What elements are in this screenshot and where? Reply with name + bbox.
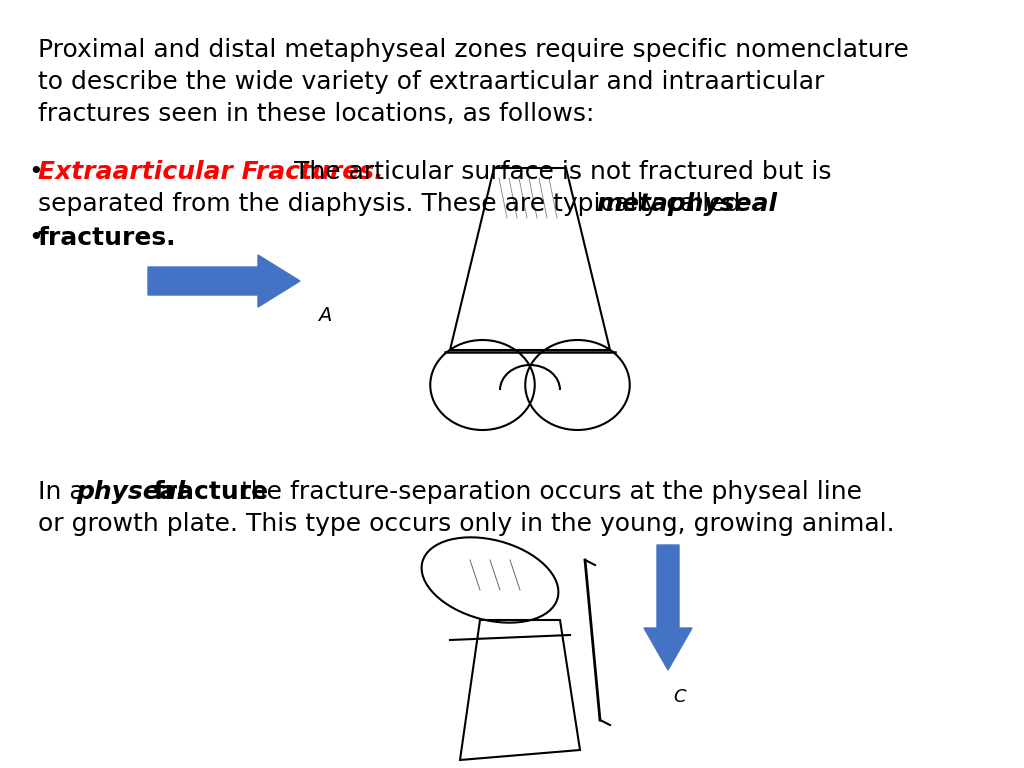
Text: fracture: fracture	[145, 480, 268, 504]
Text: separated from the diaphysis. These are typically called: separated from the diaphysis. These are …	[38, 192, 749, 216]
Text: •: •	[28, 226, 43, 250]
Text: fractures.: fractures.	[38, 226, 176, 250]
Text: the fracture-separation occurs at the physeal line: the fracture-separation occurs at the ph…	[233, 480, 862, 504]
Text: fractures seen in these locations, as follows:: fractures seen in these locations, as fo…	[38, 102, 594, 126]
Text: C: C	[673, 688, 686, 706]
Text: The articular surface is not fractured but is: The articular surface is not fractured b…	[286, 160, 831, 184]
Text: A: A	[318, 306, 332, 325]
Text: to describe the wide variety of extraarticular and intraarticular: to describe the wide variety of extraart…	[38, 70, 824, 94]
Text: physeal: physeal	[76, 480, 185, 504]
FancyArrow shape	[148, 255, 300, 307]
Text: In a: In a	[38, 480, 92, 504]
Text: Proximal and distal metaphyseal zones require specific nomenclature: Proximal and distal metaphyseal zones re…	[38, 38, 909, 62]
FancyArrow shape	[644, 545, 692, 670]
Text: Extraarticular Fractures.: Extraarticular Fractures.	[38, 160, 384, 184]
Text: •: •	[28, 160, 43, 184]
Text: metaphyseal: metaphyseal	[596, 192, 777, 216]
Text: or growth plate. This type occurs only in the young, growing animal.: or growth plate. This type occurs only i…	[38, 512, 895, 536]
